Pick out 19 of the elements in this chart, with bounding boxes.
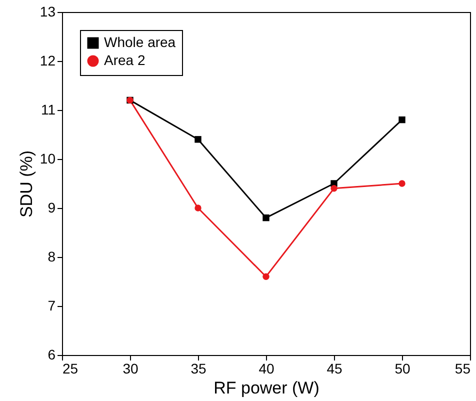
y-tick-label: 13 — [40, 4, 56, 20]
legend-label: Whole area — [104, 34, 176, 50]
y-tick-label: 9 — [48, 200, 56, 216]
y-tick-label: 11 — [40, 102, 56, 118]
x-axis-title: RF power (W) — [214, 378, 320, 398]
x-tick-label: 25 — [62, 360, 78, 376]
y-tick-label: 8 — [48, 248, 56, 264]
x-tick-label: 55 — [454, 360, 471, 376]
y-tick-label: 7 — [48, 298, 56, 314]
y-tick-label: 6 — [48, 346, 56, 362]
x-tick-label: 50 — [394, 360, 410, 376]
x-tick-label: 45 — [326, 360, 342, 376]
legend-label: Area 2 — [104, 52, 146, 68]
y-axis-title: SDU (%) — [16, 150, 36, 218]
y-tick-label: 10 — [40, 150, 56, 166]
x-tick-label: 35 — [190, 360, 206, 376]
x-tick-label: 30 — [122, 360, 138, 376]
x-tick-label: 40 — [258, 360, 274, 376]
y-tick-label: 12 — [40, 52, 56, 68]
